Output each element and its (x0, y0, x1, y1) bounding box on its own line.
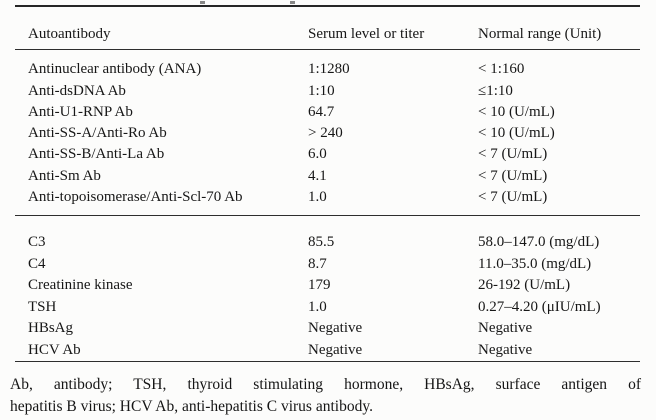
cell-analyte: HCV Ab (28, 341, 81, 358)
autoantibody-section: Antinuclear antibody (ANA) 1:1280 < 1:160 A… (15, 50, 640, 215)
footnote-line-2: hepatitis B virus; HCV Ab, anti-hepatiti… (10, 398, 373, 415)
cell-analyte: Anti-topoisomerase/Anti-Scl-70 Ab (28, 189, 243, 206)
table-row: Antinuclear antibody (ANA) 1:1280 < 1:160 (15, 59, 640, 80)
column-header-serum-level: Serum level or titer (308, 26, 425, 42)
cell-analyte: Anti-SS-B/Anti-La Ab (28, 146, 165, 163)
table-row: Anti-U1-RNP Ab 64.7 < 10 (U/mL) (15, 102, 640, 123)
table-row: Creatinine kinase 179 26-192 (U/mL) (15, 275, 640, 297)
cell-analyte: Anti-SS-A/Anti-Ro Ab (28, 125, 167, 142)
cell-serum-level: 6.0 (308, 146, 327, 163)
table-row: TSH 1.0 0.27–4.20 (μIU/mL) (15, 297, 640, 319)
table-bottom-rule (15, 361, 640, 363)
cell-serum-level: Negative (308, 341, 363, 358)
table-row: Anti-Sm Ab 4.1 < 7 (U/mL) (15, 166, 640, 187)
cell-serum-level: Negative (308, 320, 363, 337)
cell-serum-level: 179 (308, 277, 331, 294)
cell-normal-range: 58.0–147.0 (mg/dL) (478, 234, 600, 251)
cell-normal-range: < 10 (U/mL) (478, 125, 555, 142)
cell-serum-level: 8.7 (308, 255, 327, 272)
table-row: C4 8.7 11.0–35.0 (mg/dL) (15, 254, 640, 276)
header-divider-rule (15, 49, 640, 51)
cell-normal-range: < 7 (U/mL) (478, 167, 548, 184)
table-row: HCV Ab Negative Negative (15, 340, 640, 362)
cell-analyte: TSH (28, 298, 57, 315)
section-divider-rule (15, 215, 640, 217)
cell-serum-level: 1.0 (308, 298, 327, 315)
table-row: Anti-dsDNA Ab 1:10 ≤1:10 (15, 81, 640, 102)
cell-normal-range: < 1:160 (478, 61, 525, 78)
table-footnote: Ab, antibody; TSH, thyroid stimulating h… (10, 374, 641, 418)
lab-results-table: Autoantibody Serum level or titer Normal… (15, 5, 640, 363)
table-row: C3 85.5 58.0–147.0 (mg/dL) (15, 232, 640, 254)
other-labs-section: C3 85.5 58.0–147.0 (mg/dL) C4 8.7 11.0–35.0 (… (15, 216, 640, 361)
cell-serum-level: > 240 (308, 125, 343, 142)
column-header-autoantibody: Autoantibody (28, 26, 111, 42)
cell-normal-range: Negative (478, 341, 533, 358)
cell-normal-range: Negative (478, 320, 533, 337)
cell-serum-level: 1.0 (308, 189, 327, 206)
cell-analyte: C3 (28, 234, 46, 251)
column-header-normal-range: Normal range (Unit) (478, 26, 602, 42)
table-header-row: Autoantibody Serum level or titer Normal… (15, 7, 640, 49)
cell-serum-level: 1:10 (308, 82, 335, 99)
cell-serum-level: 64.7 (308, 103, 335, 120)
cell-analyte: HBsAg (28, 320, 74, 337)
footnote-line-1: Ab, antibody; TSH, thyroid stimulating h… (10, 376, 641, 393)
table-row: Anti-SS-A/Anti-Ro Ab > 240 < 10 (U/mL) (15, 123, 640, 144)
table-row: Anti-topoisomerase/Anti-Scl-70 Ab 1.0 < 7 … (15, 187, 640, 208)
cell-normal-range: ≤1:10 (478, 82, 513, 99)
cell-normal-range: 0.27–4.20 (μIU/mL) (478, 298, 601, 315)
cell-serum-level: 4.1 (308, 167, 327, 184)
table-top-rule (15, 5, 640, 7)
cell-serum-level: 85.5 (308, 234, 335, 251)
cropped-caption-remnant (200, 1, 205, 4)
cell-normal-range: 26-192 (U/mL) (478, 277, 571, 294)
cell-analyte: C4 (28, 255, 46, 272)
cell-analyte: Anti-Sm Ab (28, 167, 101, 184)
cell-normal-range: < 7 (U/mL) (478, 146, 548, 163)
cell-analyte: Anti-dsDNA Ab (28, 82, 126, 99)
cell-analyte: Anti-U1-RNP Ab (28, 103, 133, 120)
cell-analyte: Antinuclear antibody (ANA) (28, 61, 202, 78)
table-row: HBsAg Negative Negative (15, 318, 640, 340)
cell-normal-range: < 10 (U/mL) (478, 103, 555, 120)
cropped-caption-remnant (290, 1, 295, 4)
cell-normal-range: 11.0–35.0 (mg/dL) (478, 255, 592, 272)
cell-normal-range: < 7 (U/mL) (478, 189, 548, 206)
cell-serum-level: 1:1280 (308, 61, 350, 78)
table-row: Anti-SS-B/Anti-La Ab 6.0 < 7 (U/mL) (15, 144, 640, 165)
cell-analyte: Creatinine kinase (28, 277, 133, 294)
